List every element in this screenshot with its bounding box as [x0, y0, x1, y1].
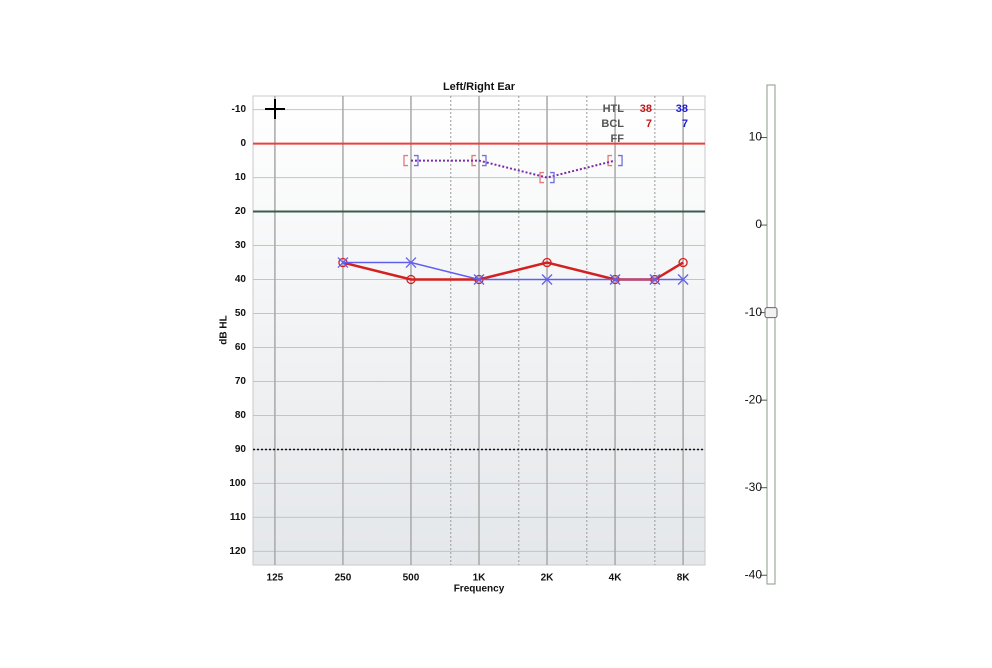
- data-marker: [413, 154, 419, 167]
- y-tick-label: 30: [235, 240, 247, 251]
- slider-tick-label: -30: [745, 480, 763, 494]
- data-marker: [609, 274, 621, 285]
- y-tick-label: -10: [232, 104, 247, 115]
- x-tick-label: 4K: [609, 573, 623, 584]
- slider-track: [766, 84, 776, 585]
- slider-tick-label: -20: [745, 392, 763, 406]
- data-marker: [677, 274, 689, 285]
- y-tick-label: 10: [235, 172, 247, 183]
- x-tick-label: 2K: [541, 573, 555, 584]
- y-tick-label: 50: [235, 308, 247, 319]
- data-marker: [482, 154, 487, 167]
- series-line: [410, 159, 616, 179]
- y-tick-label: 70: [235, 376, 247, 387]
- summary-label: BCL: [601, 118, 624, 130]
- data-marker: [542, 257, 552, 268]
- data-marker: [539, 171, 545, 184]
- data-marker: [473, 274, 485, 285]
- slider-thumb: [764, 307, 778, 319]
- y-tick-label: 20: [235, 206, 247, 217]
- summary-right: 38: [640, 103, 652, 115]
- data-marker: [678, 257, 688, 268]
- y-tick-label: 60: [235, 342, 247, 353]
- x-tick-label: 1K: [473, 573, 487, 584]
- summary-label: FF: [611, 133, 625, 145]
- data-marker: [541, 274, 553, 285]
- slider-tick-label: 10: [749, 130, 763, 144]
- data-marker: [405, 257, 417, 268]
- data-marker: [649, 274, 661, 285]
- summary-label: HTL: [603, 103, 625, 115]
- data-marker: [337, 257, 349, 268]
- slider-tick-label: 0: [755, 217, 762, 231]
- chart-title: Left/Right Ear: [443, 81, 516, 93]
- slider-tick-label: -40: [745, 567, 763, 581]
- data-marker: [550, 171, 555, 184]
- y-tick-label: 40: [235, 274, 247, 285]
- x-tick-label: 125: [267, 573, 284, 584]
- x-tick-label: 500: [403, 573, 420, 584]
- y-tick-label: 100: [229, 478, 246, 489]
- slider-tick-label: -10: [745, 305, 763, 319]
- data-marker: [607, 154, 613, 167]
- y-axis-label: dB HL: [219, 315, 230, 344]
- x-tick-label: 250: [335, 573, 352, 584]
- y-tick-label: 110: [230, 512, 247, 523]
- y-tick-label: 90: [235, 444, 247, 455]
- y-tick-label: 80: [235, 410, 247, 421]
- data-marker: [618, 154, 623, 167]
- cursor-icon: [265, 99, 285, 119]
- y-tick-label: 0: [240, 138, 246, 149]
- summary-right: 7: [646, 118, 652, 130]
- y-tick-label: 120: [229, 546, 246, 557]
- summary-left: 38: [676, 103, 688, 115]
- data-marker: [403, 154, 408, 167]
- summary-left: 7: [682, 118, 688, 130]
- data-marker: [406, 274, 416, 285]
- x-axis-label: Frequency: [454, 584, 505, 595]
- x-tick-label: 8K: [677, 573, 691, 584]
